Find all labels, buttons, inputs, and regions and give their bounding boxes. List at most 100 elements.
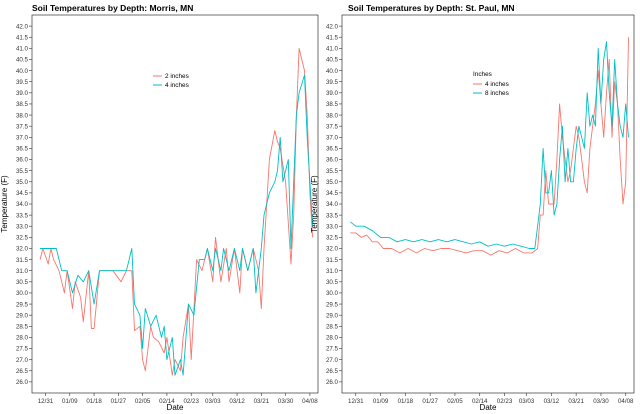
chart-title-morris: Soil Temperatures by Depth: Morris, MN xyxy=(32,3,194,13)
y-tick-label: 28.0 xyxy=(16,335,29,342)
y-tick-label: 31.5 xyxy=(326,257,339,264)
y-tick-label: 38.5 xyxy=(326,101,339,108)
y-tick-label: 36.5 xyxy=(326,146,339,153)
y-tick-label: 33.0 xyxy=(16,223,29,230)
y-axis-label: Temperature (F) xyxy=(310,175,319,233)
y-tick-label: 30.5 xyxy=(326,279,339,286)
y-tick-label: 27.5 xyxy=(326,346,339,353)
x-tick-label: 01/27 xyxy=(422,398,438,405)
y-tick-label: 35.5 xyxy=(16,168,29,175)
y-tick-label: 33.5 xyxy=(16,212,29,219)
x-tick-label: 03/03 xyxy=(519,398,535,405)
x-tick-label: 03/12 xyxy=(544,398,560,405)
y-tick-label: 29.5 xyxy=(326,301,339,308)
chart-title-st-paul: Soil Temperatures by Depth: St. Paul, MN xyxy=(348,3,515,13)
y-tick-label: 36.0 xyxy=(326,157,339,164)
y-tick-label: 34.5 xyxy=(16,190,29,197)
y-tick-label: 42.0 xyxy=(326,23,339,30)
legend-label: 8 inches xyxy=(485,90,509,97)
y-tick-label: 36.0 xyxy=(16,157,29,164)
y-tick-label: 38.5 xyxy=(16,101,29,108)
y-tick-label: 27.0 xyxy=(16,357,29,364)
x-tick-label: 02/23 xyxy=(497,398,513,405)
x-tick-label: 02/05 xyxy=(447,398,463,405)
y-tick-label: 31.0 xyxy=(326,268,339,275)
y-tick-label: 42.0 xyxy=(16,23,29,30)
x-axis-label: Date xyxy=(480,403,497,412)
y-tick-label: 30.0 xyxy=(326,290,339,297)
y-tick-label: 38.0 xyxy=(16,112,29,119)
legend-label: 2 inches xyxy=(165,73,189,80)
legend-label: 4 inches xyxy=(165,82,189,89)
y-tick-label: 27.5 xyxy=(16,346,29,353)
series-line-8-inches xyxy=(350,41,629,249)
y-tick-label: 40.0 xyxy=(326,68,339,75)
x-tick-label: 02/05 xyxy=(135,398,151,405)
y-tick-label: 32.5 xyxy=(326,235,339,242)
y-tick-label: 26.5 xyxy=(16,368,29,375)
x-axis-label: Date xyxy=(167,403,184,412)
y-tick-label: 40.0 xyxy=(16,68,29,75)
y-tick-label: 34.0 xyxy=(16,201,29,208)
y-tick-label: 37.0 xyxy=(326,134,339,141)
y-tick-label: 39.5 xyxy=(326,79,339,86)
legend-title: Inches xyxy=(473,71,492,78)
y-tick-label: 35.0 xyxy=(16,179,29,186)
y-tick-label: 37.5 xyxy=(326,123,339,130)
y-tick-label: 26.0 xyxy=(326,379,339,386)
y-tick-label: 41.5 xyxy=(326,34,339,41)
y-tick-label: 33.0 xyxy=(326,223,339,230)
y-tick-label: 37.0 xyxy=(16,134,29,141)
y-tick-label: 41.0 xyxy=(326,46,339,53)
x-tick-label: 12/31 xyxy=(348,398,364,405)
x-tick-label: 01/09 xyxy=(62,398,78,405)
x-tick-label: 03/30 xyxy=(593,398,609,405)
series-line-2-inches xyxy=(39,47,314,376)
y-axis-label: Temperature (F) xyxy=(0,175,9,233)
x-tick-label: 03/30 xyxy=(278,398,294,405)
y-tick-label: 37.5 xyxy=(16,123,29,130)
plot-frame xyxy=(31,14,319,394)
x-tick-label: 03/21 xyxy=(568,398,584,405)
x-tick-label: 03/21 xyxy=(254,398,270,405)
y-tick-label: 29.0 xyxy=(326,312,339,319)
y-tick-label: 30.5 xyxy=(16,279,29,286)
y-tick-label: 29.0 xyxy=(16,312,29,319)
y-tick-label: 34.5 xyxy=(326,190,339,197)
x-tick-label: 02/14 xyxy=(159,398,175,405)
y-tick-label: 36.5 xyxy=(16,146,29,153)
y-tick-label: 35.0 xyxy=(326,179,339,186)
legend-label: 4 inches xyxy=(485,81,509,88)
y-tick-label: 26.0 xyxy=(16,379,29,386)
x-tick-label: 01/18 xyxy=(86,398,102,405)
y-tick-label: 27.0 xyxy=(326,357,339,364)
x-tick-label: 02/23 xyxy=(183,398,199,405)
y-tick-label: 26.5 xyxy=(326,368,339,375)
series-line-4-inches xyxy=(350,37,629,256)
y-tick-label: 31.5 xyxy=(16,257,29,264)
y-tick-label: 28.0 xyxy=(326,335,339,342)
x-tick-label: 04/08 xyxy=(618,398,634,405)
x-tick-label: 02/14 xyxy=(472,398,488,405)
y-tick-label: 39.5 xyxy=(16,79,29,86)
y-tick-label: 29.5 xyxy=(16,301,29,308)
y-tick-label: 41.0 xyxy=(16,46,29,53)
x-tick-label: 12/31 xyxy=(38,398,54,405)
y-tick-label: 33.5 xyxy=(326,212,339,219)
y-tick-label: 32.5 xyxy=(16,235,29,242)
y-tick-label: 41.5 xyxy=(16,34,29,41)
x-tick-label: 04/08 xyxy=(302,398,318,405)
x-tick-label: 01/09 xyxy=(373,398,389,405)
x-tick-label: 03/03 xyxy=(205,398,221,405)
y-tick-label: 38.0 xyxy=(326,112,339,119)
y-tick-label: 28.5 xyxy=(326,323,339,330)
y-tick-label: 40.5 xyxy=(16,57,29,64)
x-tick-label: 03/12 xyxy=(229,398,245,405)
y-tick-label: 35.5 xyxy=(326,168,339,175)
y-tick-label: 31.0 xyxy=(16,268,29,275)
series-line-4-inches xyxy=(40,74,314,376)
y-tick-label: 39.0 xyxy=(326,90,339,97)
y-tick-label: 39.0 xyxy=(16,90,29,97)
